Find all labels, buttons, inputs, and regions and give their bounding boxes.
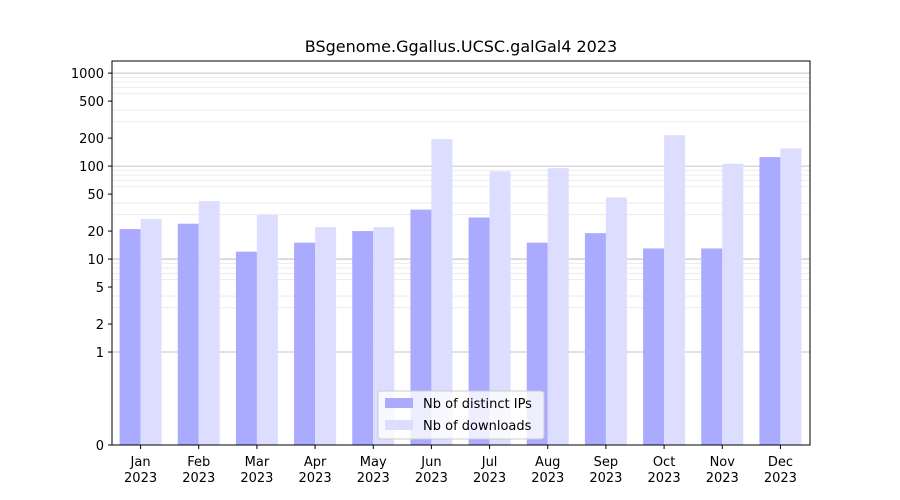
legend-swatch-distinct-ips xyxy=(385,398,413,408)
x-tick-label-year: 2023 xyxy=(764,471,797,486)
x-tick-label-month: Dec xyxy=(768,455,793,470)
legend-swatch-downloads xyxy=(385,420,413,430)
grid-lines xyxy=(112,72,810,353)
y-tick-label: 200 xyxy=(79,132,104,147)
bar-downloads-sep xyxy=(605,197,627,445)
y-tick-label: 5 xyxy=(96,281,104,296)
bar-downloads-feb xyxy=(198,201,220,445)
bar-downloads-jun xyxy=(431,139,453,445)
y-tick-label: 50 xyxy=(87,188,104,203)
bar-downloads-nov xyxy=(722,163,744,445)
x-tick-label-month: Mar xyxy=(245,455,270,470)
x-tick-label-month: Feb xyxy=(187,455,210,470)
x-tick-label-month: Oct xyxy=(653,455,675,470)
legend-label-distinct-ips: Nb of distinct IPs xyxy=(423,397,532,412)
x-tick-label-year: 2023 xyxy=(357,471,390,486)
y-tick-label: 500 xyxy=(79,95,104,110)
x-tick-label-month: Sep xyxy=(594,455,619,470)
bar-downloads-dec xyxy=(780,148,802,445)
chart-title: BSgenome.Ggallus.UCSC.galGal4 2023 xyxy=(305,37,617,56)
x-tick-label-year: 2023 xyxy=(531,471,564,486)
bar-downloads-oct xyxy=(664,135,686,445)
legend: Nb of distinct IPs Nb of downloads xyxy=(377,390,545,440)
x-tick-label-month: Jan xyxy=(130,455,151,470)
y-tick-label: 10 xyxy=(87,253,104,268)
bar-distinct-ips-dec xyxy=(759,157,781,445)
bar-downloads-jan xyxy=(140,218,162,445)
x-tick-label-year: 2023 xyxy=(415,471,448,486)
x-tick-label-year: 2023 xyxy=(706,471,739,486)
x-axis: Jan2023Feb2023Mar2023Apr2023May2023Jun20… xyxy=(124,445,797,486)
bar-distinct-ips-sep xyxy=(584,233,606,445)
x-tick-label-year: 2023 xyxy=(299,471,332,486)
y-tick-label: 20 xyxy=(87,225,104,240)
x-tick-label-month: May xyxy=(360,455,387,470)
bar-downloads-aug xyxy=(547,168,569,445)
x-tick-label-month: Aug xyxy=(535,455,560,470)
y-axis: 0 1 2 5 10 20 50 100 200 500 1000 xyxy=(71,67,112,454)
bar-distinct-ips-nov xyxy=(701,248,723,445)
y-tick-label: 1000 xyxy=(71,67,104,82)
bar-distinct-ips-apr xyxy=(294,242,316,445)
bar-downloads-apr xyxy=(315,227,337,445)
x-tick-label-year: 2023 xyxy=(589,471,622,486)
bar-distinct-ips-jul xyxy=(468,217,490,445)
bars xyxy=(119,135,802,446)
bar-distinct-ips-jun xyxy=(410,209,432,445)
x-tick-label-year: 2023 xyxy=(473,471,506,486)
x-tick-label-month: Jun xyxy=(420,455,441,470)
x-tick-label-month: Apr xyxy=(304,455,327,470)
legend-frame xyxy=(377,390,545,440)
bar-downloads-mar xyxy=(256,214,278,445)
y-tick-label: 2 xyxy=(96,318,104,333)
legend-label-downloads: Nb of downloads xyxy=(423,419,532,434)
y-tick-label: 100 xyxy=(79,160,104,175)
x-tick-label-year: 2023 xyxy=(648,471,681,486)
bar-distinct-ips-may xyxy=(352,231,374,445)
bar-distinct-ips-feb xyxy=(177,223,199,445)
x-tick-label-year: 2023 xyxy=(124,471,157,486)
x-tick-label-year: 2023 xyxy=(182,471,215,486)
bar-distinct-ips-mar xyxy=(235,251,257,445)
x-tick-label-month: Jul xyxy=(481,455,498,470)
y-tick-label: 0 xyxy=(96,439,104,454)
x-tick-label-month: Nov xyxy=(710,455,736,470)
bar-downloads-jul xyxy=(489,171,511,446)
bar-distinct-ips-oct xyxy=(643,248,665,445)
x-tick-label-year: 2023 xyxy=(240,471,273,486)
plot-area-frame xyxy=(111,60,811,446)
y-tick-label: 1 xyxy=(96,346,104,361)
bar-distinct-ips-jan xyxy=(119,229,141,445)
